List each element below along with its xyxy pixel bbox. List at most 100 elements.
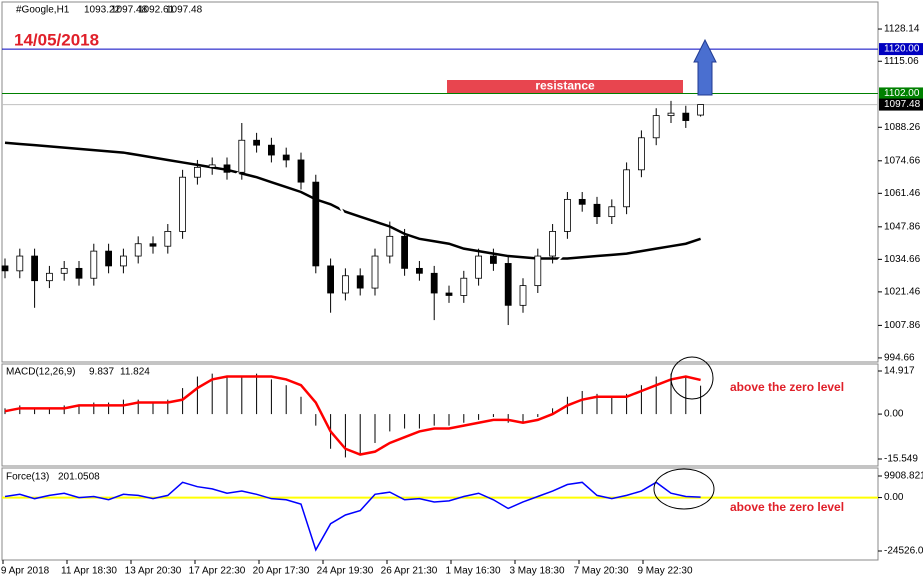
header-value: 1097.48 [111, 5, 148, 16]
candle-body [1, 265, 9, 272]
histogram-bar [448, 414, 450, 426]
candle-body [120, 255, 127, 267]
y-tick-label: 0.00 [884, 492, 904, 503]
candle-body [149, 243, 157, 247]
candle-body [489, 255, 497, 264]
candle-body [179, 176, 187, 232]
histogram-bar [78, 405, 80, 415]
price-level-tag [879, 98, 923, 111]
histogram-bar [537, 414, 539, 417]
header-title: Force(13) [6, 472, 49, 483]
histogram-bar [463, 414, 465, 423]
candle-body [282, 154, 290, 161]
histogram-bar [270, 379, 272, 415]
candle-body [697, 104, 704, 116]
candle-body [312, 181, 320, 267]
y-tick-label: 1061.46 [884, 188, 921, 199]
price-level-label: 1097.48 [884, 99, 921, 110]
histogram-bar [507, 414, 509, 423]
candle-body [208, 164, 216, 168]
histogram-bar [34, 408, 36, 415]
x-tick-label: 11 Apr 18:30 [61, 566, 117, 577]
y-tick-label: 1034.66 [884, 254, 921, 265]
up-arrow [693, 38, 717, 96]
candle-body [608, 206, 616, 218]
x-tick-label: 26 Apr 21:30 [381, 566, 438, 577]
candle-body [105, 250, 112, 267]
histogram-bar [685, 376, 687, 415]
histogram-bar [226, 376, 228, 415]
x-tick-label: 9 May 22:30 [637, 566, 692, 577]
histogram-bar [300, 396, 302, 415]
candle-body [415, 267, 423, 274]
annotation: above the zero level [730, 380, 844, 394]
candle-body [593, 203, 601, 218]
histogram-bar [433, 414, 435, 426]
histogram-bar [63, 405, 65, 415]
price-level-tag [879, 43, 923, 56]
candle-body [134, 243, 142, 257]
candle-body [193, 166, 201, 178]
candle-body [386, 235, 394, 257]
candle-body [475, 255, 483, 279]
header-value: 201.0508 [58, 472, 100, 483]
candle-body [682, 112, 690, 121]
y-tick-label: 1115.06 [884, 56, 919, 67]
y-tick-label: 1128.14 [884, 24, 920, 35]
header-value: 9.837 [89, 367, 114, 378]
y-tick-label: 1088.26 [884, 122, 921, 133]
histogram-bar [581, 390, 583, 415]
y-tick-label: 1007.86 [884, 320, 921, 331]
histogram-bar [48, 408, 50, 415]
force-line [4, 481, 701, 552]
histogram-bar [315, 414, 317, 426]
candle-body [371, 255, 379, 289]
date-annotation: 14/05/2018 [14, 30, 99, 49]
price-level-label: 1102.00 [884, 88, 920, 99]
y-tick-label: -24526.05 [884, 546, 923, 557]
histogram-bar [596, 393, 598, 415]
candle-body [401, 235, 409, 269]
histogram-bar [552, 408, 554, 415]
candle-body [341, 275, 349, 294]
histogram-bar [241, 376, 243, 415]
annotation: above the zero level [730, 500, 844, 514]
candle-body [445, 292, 453, 296]
moving-average [4, 141, 701, 260]
candle-body [164, 231, 172, 247]
y-tick-label: 9908.821 [884, 471, 923, 482]
x-tick-label: 13 Apr 20:30 [125, 566, 182, 577]
candle-body [578, 198, 586, 205]
histogram-bar [285, 385, 287, 415]
y-tick-label: 14.917 [884, 366, 915, 377]
candle-body [223, 164, 231, 173]
histogram-bar [93, 402, 95, 415]
candle-body [253, 139, 261, 146]
histogram-bar [626, 393, 628, 415]
y-tick-label: 1074.66 [884, 155, 921, 166]
candle-body [356, 275, 364, 289]
histogram-bar [167, 399, 169, 415]
histogram-bar [700, 385, 702, 415]
y-tick-label: 1047.86 [884, 221, 921, 232]
histogram-bar [108, 402, 110, 415]
x-tick-label: 9 Apr 2018 [1, 566, 50, 577]
candle-body [519, 285, 527, 306]
candle-body [623, 169, 630, 208]
candle-body [31, 255, 39, 282]
candle-body [430, 272, 438, 294]
price-level-tag [879, 87, 923, 100]
y-tick-label: 994.66 [884, 353, 915, 364]
highlight-circle [670, 356, 714, 400]
resistance-box [447, 80, 683, 93]
candle-body [327, 265, 335, 294]
candle-body [46, 272, 53, 282]
x-tick-label: 3 May 18:30 [509, 566, 564, 577]
x-tick-label: 17 Apr 22:30 [189, 566, 246, 577]
histogram-bar [196, 376, 198, 415]
resistance-label: resistance [535, 79, 595, 93]
x-tick-label: 20 Apr 17:30 [253, 566, 310, 577]
header-value: 1093.22 [84, 5, 121, 16]
candle-body [297, 159, 305, 183]
